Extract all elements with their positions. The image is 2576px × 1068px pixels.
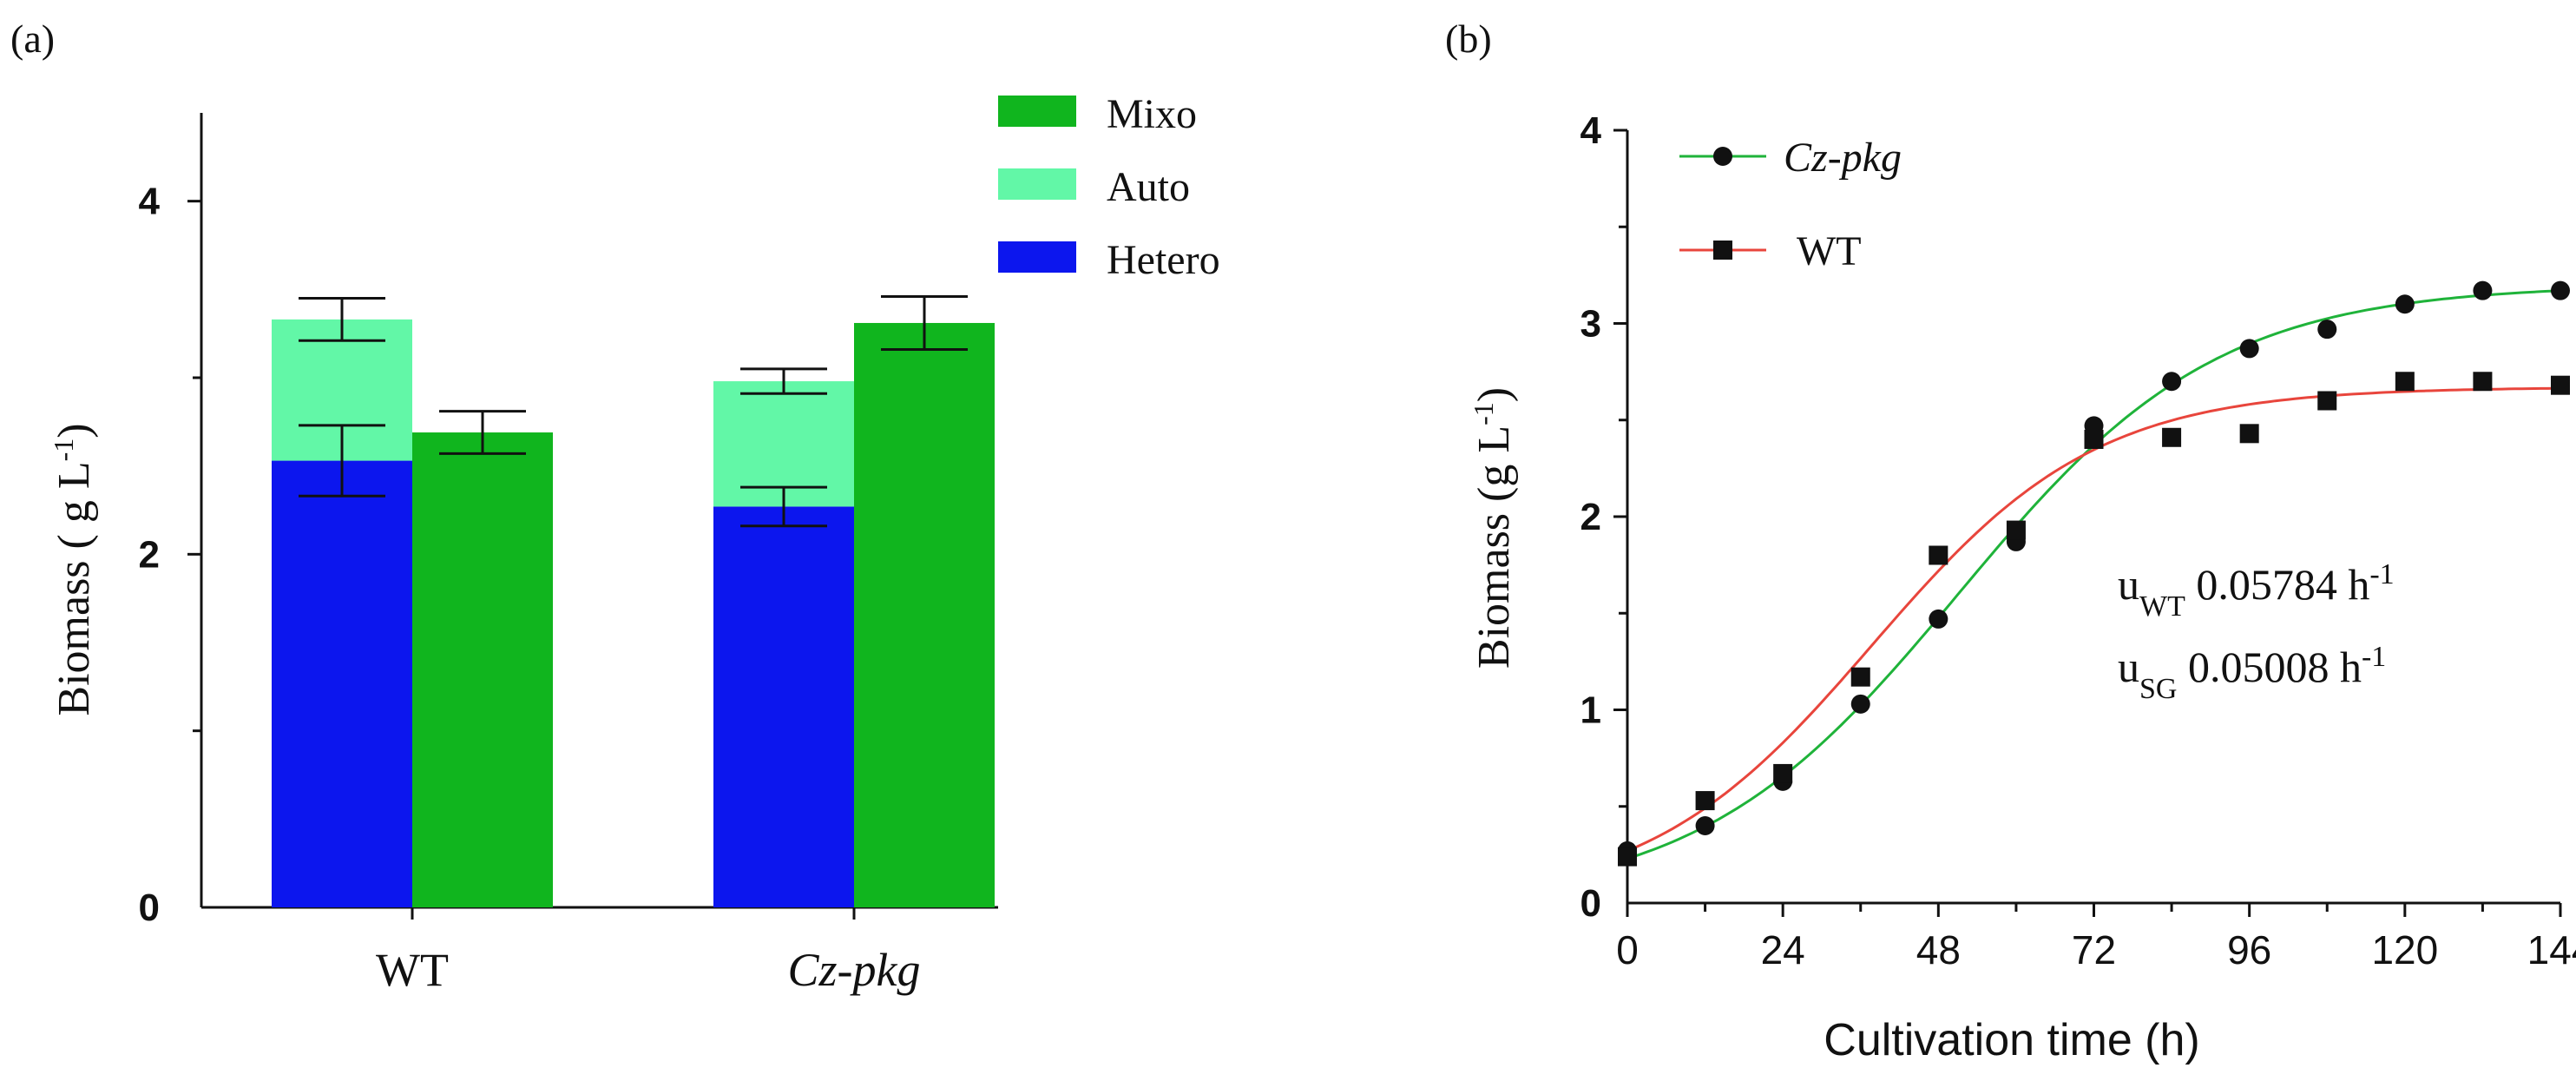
panel-b-x-axis-title: Cultivation time (h) — [1824, 1015, 2199, 1065]
panel-b-points — [1618, 280, 2570, 867]
x-tick-label-120: 120 — [2371, 927, 2438, 972]
point-wt-144 — [2551, 375, 2570, 395]
point-wt-12 — [1695, 791, 1715, 811]
legend-label-hetero: Hetero — [1107, 237, 1220, 283]
panel-b-y-axis-title: Biomass (g L-1) — [1468, 387, 1519, 669]
point-wt-72 — [2084, 430, 2104, 449]
x-tick-label-24: 24 — [1761, 927, 1805, 972]
point-cz-pkg-84 — [2162, 372, 2182, 392]
annotation-rate-wt: uWT 0.05784 h-1 — [2118, 558, 2395, 623]
point-cz-pkg-36 — [1850, 694, 1870, 714]
panel-a-bars — [272, 319, 995, 907]
panel-a-y-axis-title: Biomass ( g L-1) — [48, 423, 99, 715]
bar-hetero-wt — [272, 460, 412, 907]
legend-swatch-hetero — [998, 241, 1076, 273]
point-cz-pkg-48 — [1929, 609, 1948, 629]
fit-curve-cz-pkg — [1626, 289, 2561, 860]
bar-auto-cz-pkg — [713, 381, 854, 507]
legend-swatch-mixo — [998, 96, 1076, 127]
point-cz-pkg-120 — [2395, 294, 2415, 314]
point-wt-24 — [1773, 763, 1793, 783]
point-wt-96 — [2239, 424, 2259, 444]
point-wt-36 — [1850, 667, 1870, 687]
point-cz-pkg-144 — [2551, 280, 2570, 300]
panel-b-axes: 0 1 2 3 4 0 24 48 72 96 120 144 — [1580, 109, 2576, 972]
point-cz-pkg-108 — [2317, 320, 2337, 340]
point-wt-84 — [2162, 427, 2182, 447]
y-tick-label-0: 0 — [139, 887, 160, 929]
legend-label-auto: Auto — [1107, 164, 1190, 210]
panel-a-label: (a) — [10, 16, 55, 61]
point-wt-48 — [1929, 545, 1948, 565]
point-wt-132 — [2473, 372, 2493, 392]
x-tick-label-0: 0 — [1616, 927, 1639, 972]
y-tick-label-4: 4 — [1580, 109, 1602, 152]
fit-curve-wt — [1626, 386, 2561, 853]
bar-mixo-cz-pkg — [854, 322, 995, 907]
y-tick-label-1: 1 — [1580, 689, 1601, 732]
x-tick-label-48: 48 — [1916, 927, 1961, 972]
bar-hetero-cz-pkg — [713, 506, 854, 907]
legend-marker-wt — [1713, 241, 1732, 260]
bar-mixo-wt — [412, 432, 553, 907]
point-wt-120 — [2395, 372, 2415, 392]
legend-label-wt: WT — [1797, 228, 1862, 274]
annotation-rate-sg: uSG 0.05008 h-1 — [2118, 641, 2386, 705]
panel-b-legend: Cz-pkg WT — [1679, 135, 1902, 274]
panel-b-label: (b) — [1445, 16, 1492, 61]
x-tick-label-72: 72 — [2072, 927, 2116, 972]
point-cz-pkg-96 — [2239, 339, 2259, 359]
x-tick-label-96: 96 — [2227, 927, 2271, 972]
panel-a: (a) Biomass ( g L-1) 0 2 4 WT Cz-pkg Mixo … — [10, 16, 1220, 996]
x-tick-label-cz-pkg: Cz-pkg — [788, 944, 921, 996]
y-tick-label-2: 2 — [1580, 496, 1601, 538]
legend-swatch-auto — [998, 168, 1076, 200]
point-wt-60 — [2006, 520, 2026, 540]
point-cz-pkg-12 — [1695, 816, 1715, 835]
y-tick-label-0: 0 — [1580, 882, 1601, 925]
y-tick-label-3: 3 — [1580, 303, 1601, 346]
panel-b: (b) Biomass (g L-1) Cultivation time (h)… — [1445, 16, 2576, 1065]
panel-b-fit-curves — [1626, 289, 2561, 860]
legend-marker-cz-pkg — [1713, 147, 1732, 166]
point-cz-pkg-132 — [2473, 280, 2493, 300]
y-tick-label-2: 2 — [139, 533, 160, 576]
point-wt-0 — [1618, 847, 1637, 867]
x-tick-label-144: 144 — [2527, 927, 2576, 972]
panel-a-legend: Mixo Auto Hetero — [998, 91, 1220, 283]
y-tick-label-4: 4 — [139, 181, 161, 223]
legend-label-cz-pkg: Cz-pkg — [1784, 135, 1902, 181]
x-tick-label-wt: WT — [376, 944, 449, 996]
point-wt-108 — [2317, 391, 2337, 411]
legend-label-mixo: Mixo — [1107, 91, 1197, 137]
panel-a-error-bars — [299, 294, 968, 528]
